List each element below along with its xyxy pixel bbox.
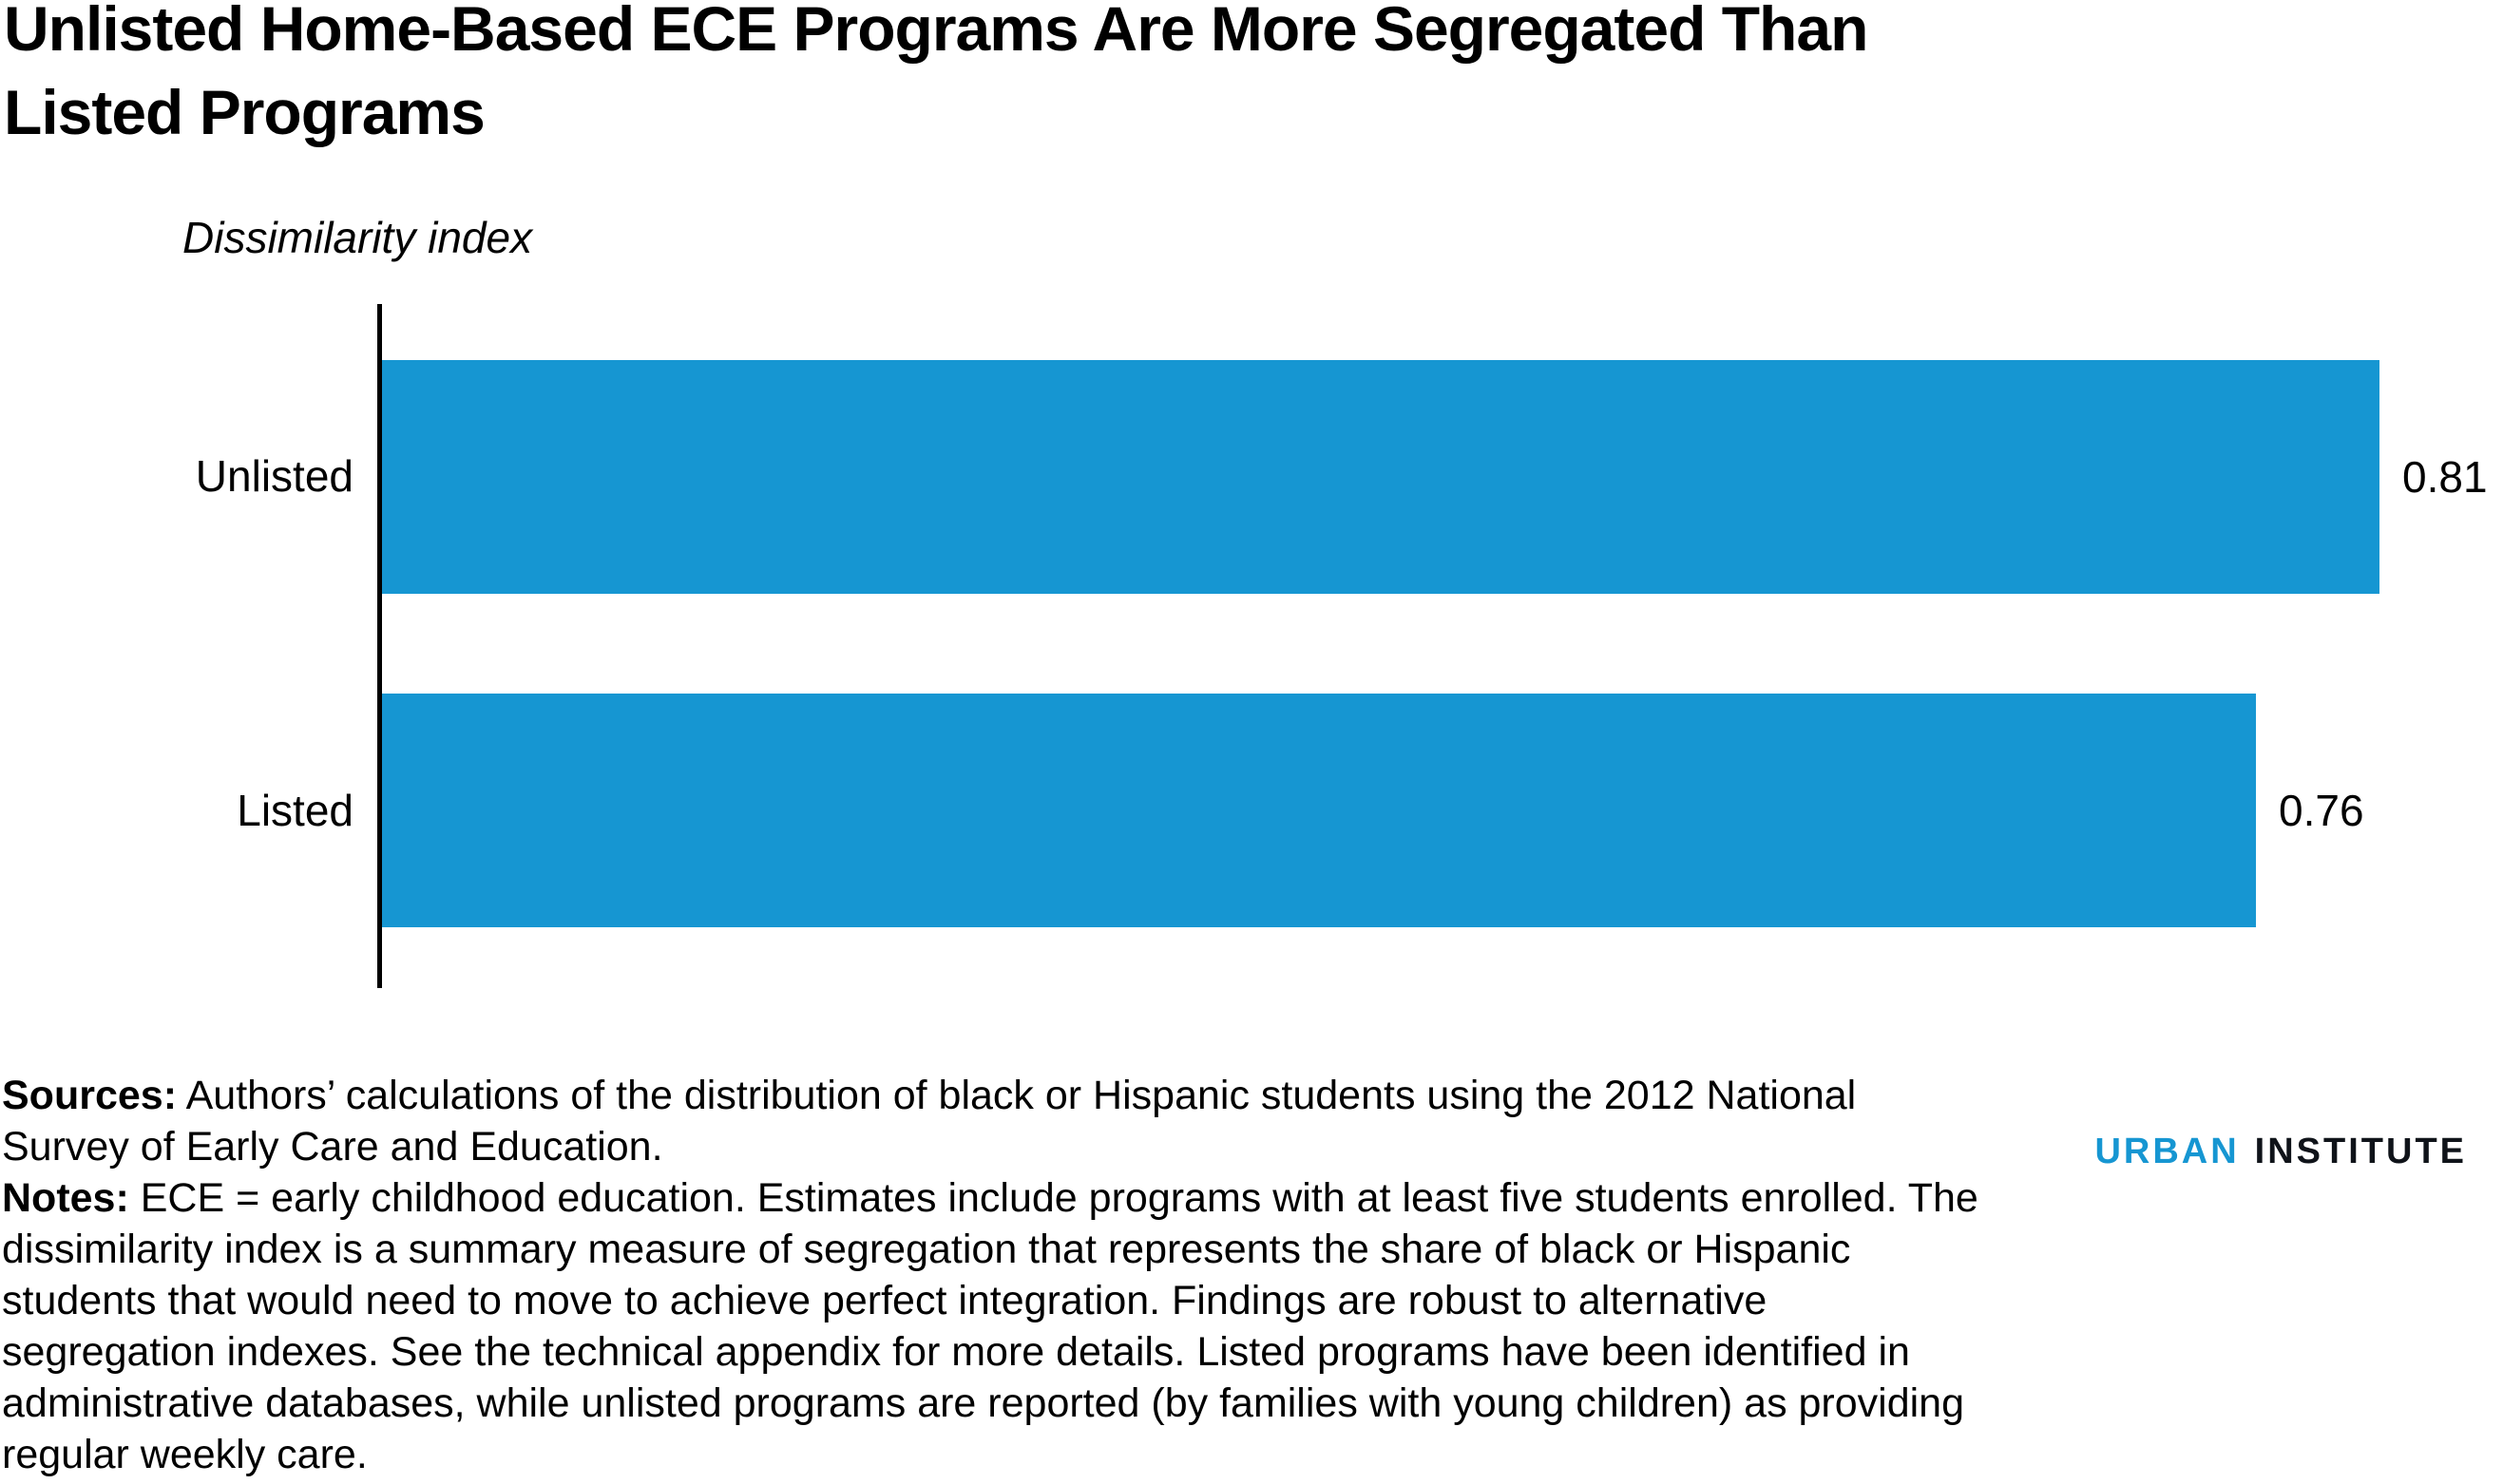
chart-title-line-1: Unlisted Home-Based ECE Programs Are Mor… (4, 0, 1868, 64)
bar-row-listed: 0.76 (382, 694, 2364, 927)
sources-line-1: Sources: Authors’ calculations of the di… (2, 1070, 1978, 1121)
sources-line-2: Survey of Early Care and Education. (2, 1121, 1978, 1172)
category-label-listed: Listed (237, 786, 353, 835)
notes-text-6: regular weekly care. (2, 1432, 368, 1477)
chart-title-line-2: Listed Programs (4, 77, 486, 147)
sources-label: Sources: (2, 1073, 178, 1118)
value-label-unlisted: 0.81 (2402, 452, 2488, 502)
category-label-unlisted: Unlisted (195, 451, 353, 501)
value-label-listed: 0.76 (2279, 786, 2364, 835)
notes-text-4: segregation indexes. See the technical a… (2, 1329, 1910, 1375)
urban-institute-logo: URBAN INSTITUTE (2094, 1129, 2467, 1174)
y-axis-line (377, 304, 382, 988)
bar-listed (382, 694, 2256, 927)
notes-text-5: administrative databases, while unlisted… (2, 1380, 1965, 1426)
sources-text-2: Survey of Early Care and Education. (2, 1124, 663, 1170)
chart-title: Unlisted Home-Based ECE Programs Are Mor… (4, 0, 1868, 154)
notes-text-3: students that would need to move to achi… (2, 1278, 1767, 1323)
notes-line-2: dissimilarity index is a summary measure… (2, 1224, 1978, 1275)
logo-word-institute: INSTITUTE (2254, 1132, 2467, 1171)
notes-text-1: ECE = early childhood education. Estimat… (140, 1175, 1978, 1221)
notes-line-3: students that would need to move to achi… (2, 1275, 1978, 1326)
notes-line-6: regular weekly care. (2, 1429, 1978, 1480)
logo-word-urban: URBAN (2094, 1132, 2240, 1171)
bar-unlisted (382, 360, 2379, 594)
axis-title: Dissimilarity index (182, 213, 533, 262)
notes-line-1: Notes: ECE = early childhood education. … (2, 1172, 1978, 1224)
footer-notes: Sources: Authors’ calculations of the di… (2, 1070, 1978, 1480)
bar-row-unlisted: 0.81 (382, 360, 2488, 594)
notes-label: Notes: (2, 1175, 129, 1221)
notes-line-5: administrative databases, while unlisted… (2, 1378, 1978, 1429)
notes-line-4: segregation indexes. See the technical a… (2, 1326, 1978, 1378)
notes-text-2: dissimilarity index is a summary measure… (2, 1227, 1851, 1272)
sources-text-1: Authors’ calculations of the distributio… (185, 1073, 1857, 1118)
